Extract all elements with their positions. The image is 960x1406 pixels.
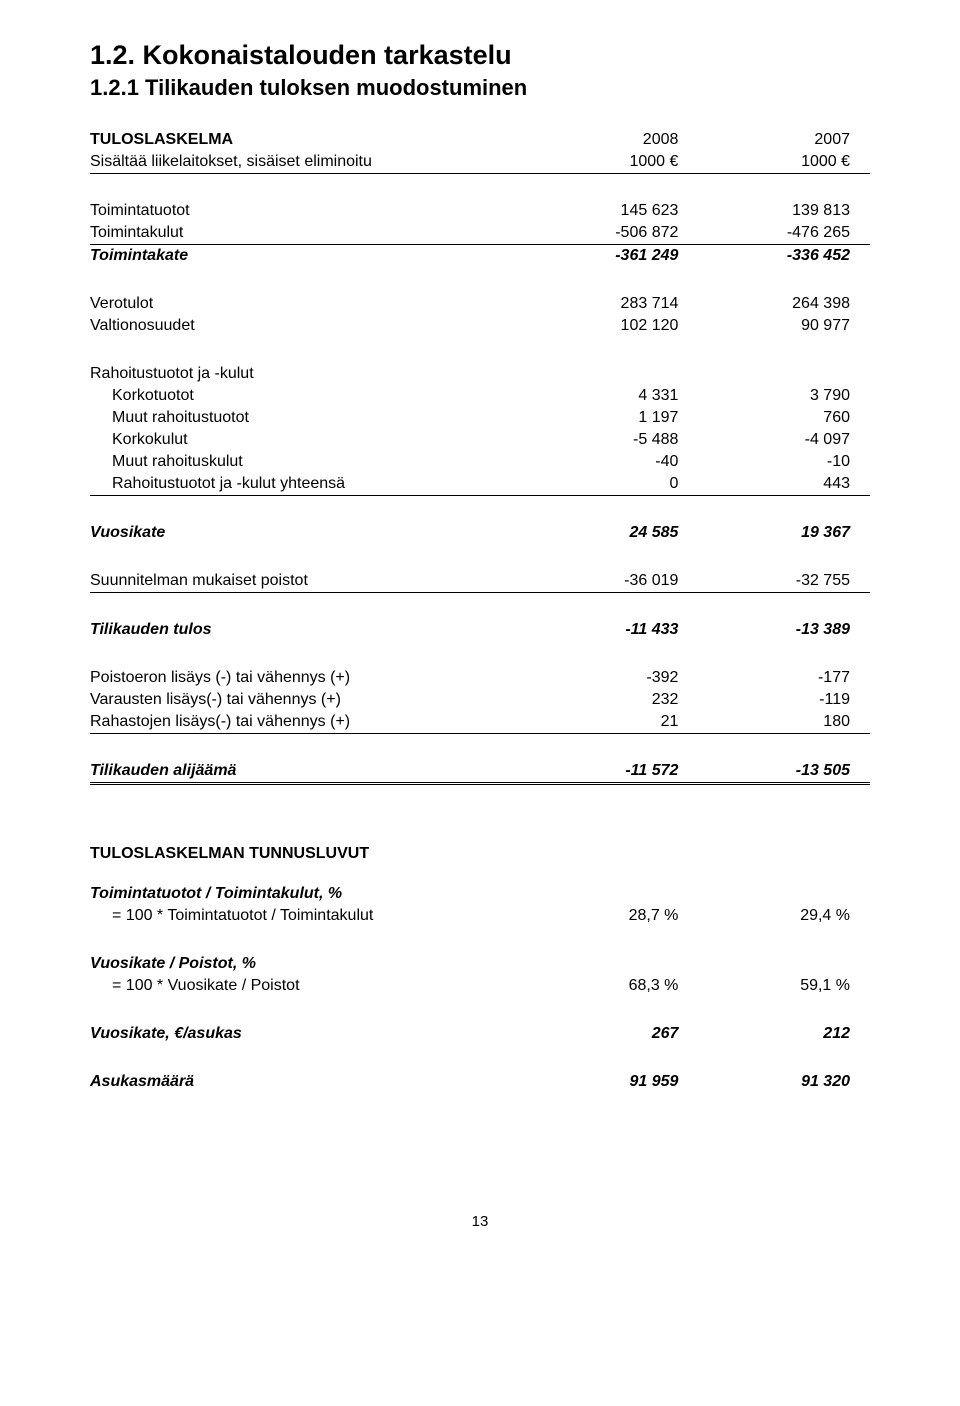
row-label: Toimintakate: [90, 245, 527, 268]
row-value: 145 623: [527, 200, 699, 222]
row-label: Toimintatuotot / Toimintakulut, %: [90, 883, 527, 905]
row-value: 232: [527, 689, 699, 711]
row-value: 59,1 %: [698, 975, 870, 997]
row-value: 443: [698, 473, 870, 496]
row-value: 91 959: [527, 1071, 699, 1093]
row-value: 24 585: [527, 522, 699, 544]
section-heading: 1.2. Kokonaistalouden tarkastelu: [90, 40, 870, 71]
row-label: Rahoitustuotot ja -kulut: [90, 363, 527, 385]
row-label: Vuosikate, €/asukas: [90, 1023, 527, 1045]
year-2008: 2008: [527, 129, 699, 151]
row-value: -4 097: [698, 429, 870, 451]
row-label: Poistoeron lisäys (-) tai vähennys (+): [90, 667, 527, 689]
row-value: 68,3 %: [527, 975, 699, 997]
row-value: -336 452: [698, 245, 870, 268]
row-value: -13 505: [698, 760, 870, 784]
row-label: Tilikauden tulos: [90, 619, 527, 641]
row-value: -10: [698, 451, 870, 473]
unit-2: 1000 €: [698, 151, 870, 174]
row-value: 21: [527, 711, 699, 734]
row-value: -476 265: [698, 222, 870, 245]
row-value: 29,4 %: [698, 905, 870, 927]
row-value: -5 488: [527, 429, 699, 451]
row-value: 180: [698, 711, 870, 734]
row-value: 264 398: [698, 293, 870, 315]
unit-1: 1000 €: [527, 151, 699, 174]
row-label: Toimintakulut: [90, 222, 527, 245]
row-label: = 100 * Toimintatuotot / Toimintakulut: [90, 905, 527, 927]
subsection-heading: 1.2.1 Tilikauden tuloksen muodostuminen: [90, 75, 870, 101]
row-label: Valtionosuudet: [90, 315, 527, 337]
row-value: -177: [698, 667, 870, 689]
tunnusluvut-title: TULOSLASKELMAN TUNNUSLUVUT: [90, 845, 870, 863]
row-value: 4 331: [527, 385, 699, 407]
row-label: Rahoitustuotot ja -kulut yhteensä: [90, 473, 527, 496]
row-value: -40: [527, 451, 699, 473]
table-title: TULOSLASKELMA: [90, 131, 233, 148]
row-label: Muut rahoitustuotot: [90, 407, 527, 429]
row-label: Korkokulut: [90, 429, 527, 451]
row-value: -361 249: [527, 245, 699, 268]
row-value: -11 572: [527, 760, 699, 784]
tuloslaskelma-table: TULOSLASKELMA 2008 2007 Sisältää liikela…: [90, 129, 870, 785]
table-subtitle: Sisältää liikelaitokset, sisäiset elimin…: [90, 153, 372, 170]
row-label: Tilikauden alijäämä: [90, 760, 527, 784]
row-value: 3 790: [698, 385, 870, 407]
row-value: -506 872: [527, 222, 699, 245]
row-value: -119: [698, 689, 870, 711]
row-label: Muut rahoituskulut: [90, 451, 527, 473]
row-label: Toimintatuotot: [90, 200, 527, 222]
row-value: 90 977: [698, 315, 870, 337]
row-value: -13 389: [698, 619, 870, 641]
row-value: 91 320: [698, 1071, 870, 1093]
row-value: 1 197: [527, 407, 699, 429]
row-label: Asukasmäärä: [90, 1071, 527, 1093]
row-label: Verotulot: [90, 293, 527, 315]
row-value: -32 755: [698, 570, 870, 593]
row-label: Rahastojen lisäys(-) tai vähennys (+): [90, 711, 527, 734]
row-value: -392: [527, 667, 699, 689]
row-label: Vuosikate / Poistot, %: [90, 953, 527, 975]
row-value: 760: [698, 407, 870, 429]
page-number: 13: [90, 1213, 870, 1230]
row-value: 19 367: [698, 522, 870, 544]
row-value: 28,7 %: [527, 905, 699, 927]
row-value: 0: [527, 473, 699, 496]
row-label: Suunnitelman mukaiset poistot: [90, 570, 527, 593]
row-value: -36 019: [527, 570, 699, 593]
row-label: = 100 * Vuosikate / Poistot: [90, 975, 527, 997]
row-label: Korkotuotot: [90, 385, 527, 407]
row-value: 267: [527, 1023, 699, 1045]
row-value: 102 120: [527, 315, 699, 337]
row-label: Vuosikate: [90, 522, 527, 544]
row-value: -11 433: [527, 619, 699, 641]
row-value: 283 714: [527, 293, 699, 315]
tunnusluvut-table: Toimintatuotot / Toimintakulut, % = 100 …: [90, 883, 870, 1093]
row-value: 212: [698, 1023, 870, 1045]
row-value: 139 813: [698, 200, 870, 222]
year-2007: 2007: [698, 129, 870, 151]
row-label: Varausten lisäys(-) tai vähennys (+): [90, 689, 527, 711]
